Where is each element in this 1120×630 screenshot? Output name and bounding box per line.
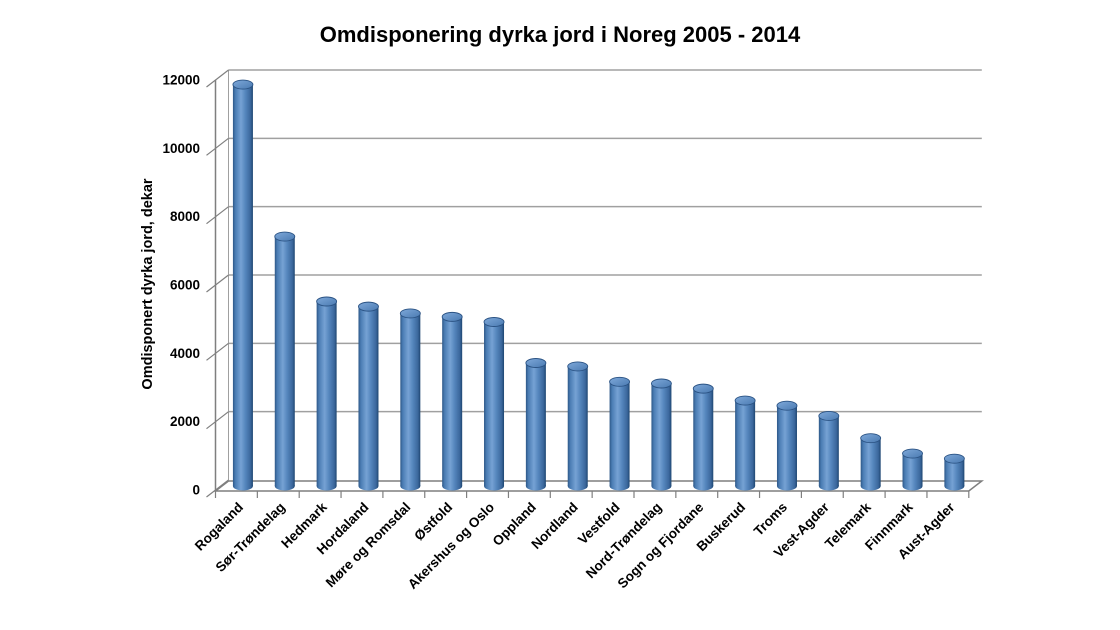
bar-body [316,301,337,486]
y-tick-label: 12000 [162,73,200,88]
bar-body [902,453,923,486]
bar-top-cap [902,448,923,459]
bar-top-cap [609,376,631,387]
y-tick-label: 8000 [170,209,200,224]
bar-body [693,388,714,486]
bar-top-cap [483,317,505,327]
bar-top-cap [567,361,589,372]
bar-top-cap [734,395,756,406]
bar-top-cap [776,400,798,411]
cylinder-bar [441,311,463,491]
y-tick-mark [206,411,229,430]
bar-top-cap [274,231,296,242]
bar-body [358,306,379,486]
bar-top-cap [358,301,379,312]
bar-top-cap [818,411,840,421]
y-tick-mark [206,206,229,225]
plot-area: 020004000600080001000012000RogalandSør-T… [162,69,985,592]
cylinder-bar [776,400,798,491]
y-tick-label: 0 [192,483,200,498]
bar-body [735,400,756,486]
cylinder-bar [860,433,882,491]
y-tick-mark [206,479,229,498]
cylinder-bar [609,376,631,491]
bar-body [944,458,965,486]
bar-body [860,438,881,486]
cylinder-bar [902,448,923,491]
cylinder-bar [399,308,421,491]
y-tick-label: 6000 [170,278,200,293]
bar-top-cap [441,311,463,322]
y-tick-mark [206,137,229,156]
cylinder-bar [650,378,672,491]
bar-body [525,363,546,486]
cylinder-bar [274,231,296,491]
bar-body [567,366,588,486]
bar-body [232,84,253,487]
y-tick-label: 2000 [170,414,200,429]
y-tick-label: 10000 [162,141,200,156]
bar-top-cap [943,453,965,464]
x-tick-label: Nord-Trøndelag [583,500,665,582]
x-tick-label: Troms [751,500,790,539]
chart-title: Omdisponering dyrka jord i Noreg 2005 - … [320,22,801,47]
cylinder-bar [232,79,254,491]
bar-body [274,236,295,486]
cylinder-bar [818,411,840,491]
bar-top-cap [525,358,547,368]
bar-body [776,405,797,486]
cylinder-bar [483,317,505,491]
y-tick-mark [206,274,229,293]
bar-body [818,415,839,486]
cylinder-bar [525,358,547,491]
cylinder-bar [692,383,714,491]
y-tick-label: 4000 [170,346,200,361]
bar-body [442,316,463,486]
bar-top-cap [650,378,672,389]
bar-body [651,383,672,486]
y-axis-title: Omdisponert dyrka jord, dekar [140,178,156,389]
bar-body [609,381,630,486]
cylinder-bar [943,453,965,491]
bar-top-cap [692,383,714,394]
bar-top-cap [860,433,882,444]
bar-top-cap [399,308,421,319]
y-tick-mark [206,342,229,361]
bar-body [400,313,421,486]
bar-top-cap [232,79,254,90]
cylinder-bar [734,395,756,491]
cylinder-bar [358,301,379,491]
cylinder-bar [316,296,338,491]
bar-body [484,322,505,486]
y-tick-mark [206,69,229,88]
cylinder-bar [567,361,589,491]
bar-top-cap [316,296,338,307]
